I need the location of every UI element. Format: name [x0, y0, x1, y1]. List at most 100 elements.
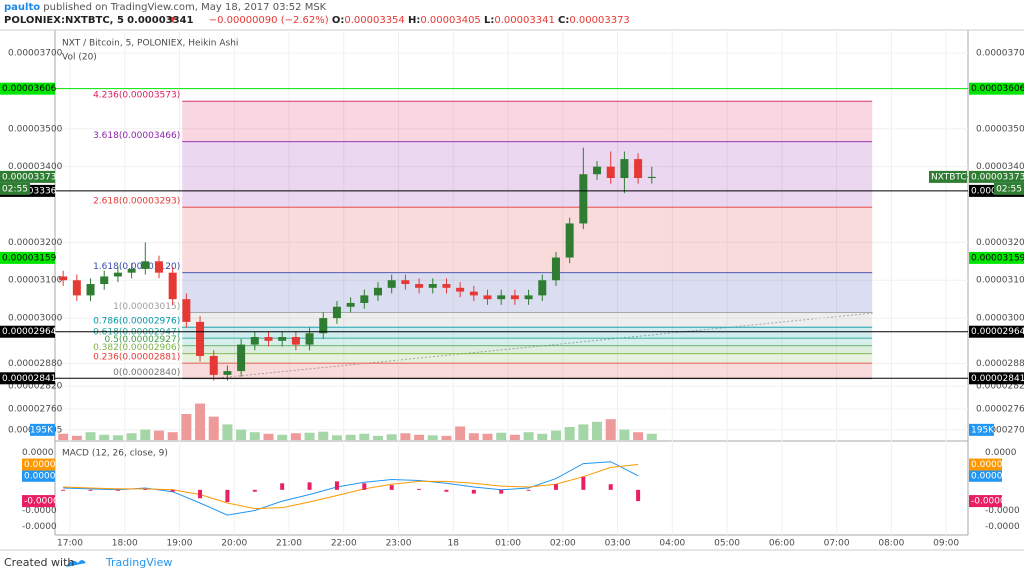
current-price: 0.00003373 [2, 172, 56, 182]
c-label: C: [558, 15, 570, 26]
candle-body [278, 337, 287, 341]
candle-body [442, 284, 451, 288]
volume-bar [99, 434, 110, 440]
fib-label: 0.786(0.00002976) [93, 317, 180, 327]
publish-line: paulto published on TradingView.com, May… [4, 2, 326, 13]
fib-zone [182, 338, 873, 346]
volume-label: 195K [971, 425, 995, 435]
last: 0.00003341 [127, 15, 194, 26]
price-label-box [969, 372, 1024, 385]
y-tick-label: 0.00002705 [976, 425, 1024, 435]
volume-bar [167, 432, 178, 440]
y-tick-label: 0.00003700 [8, 49, 63, 59]
volume-bar [564, 427, 575, 440]
c-value: 0.00003373 [569, 15, 630, 26]
fib-label: 1.618(0.00003120) [93, 262, 180, 272]
candle-body [428, 284, 437, 288]
user[interactable]: paulto [4, 2, 41, 13]
y-tick-label: 0.00003200 [8, 238, 63, 248]
x-tick-label: 01:00 [495, 539, 521, 549]
histogram-bar [471, 489, 476, 494]
candle-body [141, 261, 150, 269]
price-label-box [0, 372, 55, 385]
last-value-box [22, 458, 55, 471]
x-tick-label: 23:00 [386, 539, 412, 549]
y-tick-label: -0.0000 [985, 506, 1020, 516]
volume-bar [331, 435, 342, 440]
price-label: 0.00003159 [971, 253, 1024, 263]
x-tick-label: 05:00 [714, 539, 740, 549]
x-tick-label: 18 [448, 539, 460, 549]
fib-zone [182, 363, 873, 379]
o-label: O: [331, 15, 345, 26]
volume-bar [208, 416, 219, 440]
candle-body [209, 355, 218, 375]
candle-body [346, 302, 355, 307]
candle-body [319, 318, 328, 334]
candle-body [401, 280, 410, 285]
y-tick-label: -0.0000 [22, 522, 57, 532]
y-tick-label: 0.00002820 [8, 382, 63, 392]
fib-zone [182, 272, 873, 313]
candle-body [196, 321, 205, 356]
candle-body [127, 268, 136, 273]
price-label-box [969, 325, 1024, 338]
volume-label-box [30, 423, 55, 436]
histogram-bar [198, 489, 203, 499]
fib-zone [182, 312, 873, 328]
last-value-box [969, 469, 1002, 482]
histogram-bar [280, 483, 285, 490]
candle-body [634, 159, 643, 179]
volume-bar [578, 424, 589, 440]
created-with: Created with [4, 556, 75, 569]
candle-body [86, 284, 95, 296]
histogram-bar [143, 488, 148, 490]
current-time-box [994, 182, 1024, 195]
price-label-box [969, 82, 1024, 95]
volume-bar [427, 435, 438, 440]
volume-bar [181, 414, 192, 440]
candle-body [415, 284, 424, 288]
symbol-label: NXTBTC [931, 172, 967, 182]
candle-body [593, 166, 602, 175]
histogram-bar [334, 481, 339, 490]
y-tick-label: 0.00003400 [8, 162, 63, 172]
price-label-box [969, 251, 1024, 264]
x-tick-label: 08:00 [878, 539, 904, 549]
h-label: H: [407, 15, 421, 26]
fib-label: 0.382(0.00002906) [93, 343, 180, 353]
y-tick-label: 0.00003100 [8, 276, 63, 286]
volume-title: Vol (20) [62, 53, 97, 63]
last-value-box [22, 495, 55, 508]
candle-body [374, 287, 383, 296]
volume-bar [85, 432, 96, 440]
footer: Created with TradingView [4, 556, 172, 569]
x-tick-label: 18:00 [112, 539, 138, 549]
volume-bar [112, 435, 123, 440]
y-tick-label: 0.00003500 [976, 124, 1024, 134]
tv-logo [66, 560, 86, 567]
candle-body [72, 280, 81, 296]
price-label-box [0, 325, 55, 338]
current-price-box [969, 170, 1024, 183]
volume-bar [550, 430, 561, 440]
macd-title: MACD (12, 26, close, 9) [62, 449, 168, 459]
down-arrow [168, 17, 176, 23]
last-value-box [969, 495, 1002, 508]
fib-zone [182, 141, 873, 208]
brand[interactable]: TradingView [105, 556, 173, 569]
quote-line: POLONIEX:NXTBTC, 5 0.00003341 −0.0000009… [4, 15, 630, 26]
candle-body [606, 166, 615, 179]
symbol-label-box [929, 170, 967, 183]
histogram-bar [553, 484, 558, 490]
volume-bar [386, 434, 397, 440]
y-tick-label: 0.00003000 [976, 314, 1024, 324]
fib-zone [182, 327, 873, 339]
volume-bar [605, 419, 616, 440]
candle-body [182, 299, 191, 322]
fib-label: 0.236(0.00002881) [93, 353, 180, 363]
l-label: L: [484, 15, 495, 26]
y-tick-label: 0.00003700 [976, 49, 1024, 59]
fib-label: 0.618(0.00002947) [93, 328, 180, 338]
y-tick-label: -0.0000 [985, 522, 1020, 532]
